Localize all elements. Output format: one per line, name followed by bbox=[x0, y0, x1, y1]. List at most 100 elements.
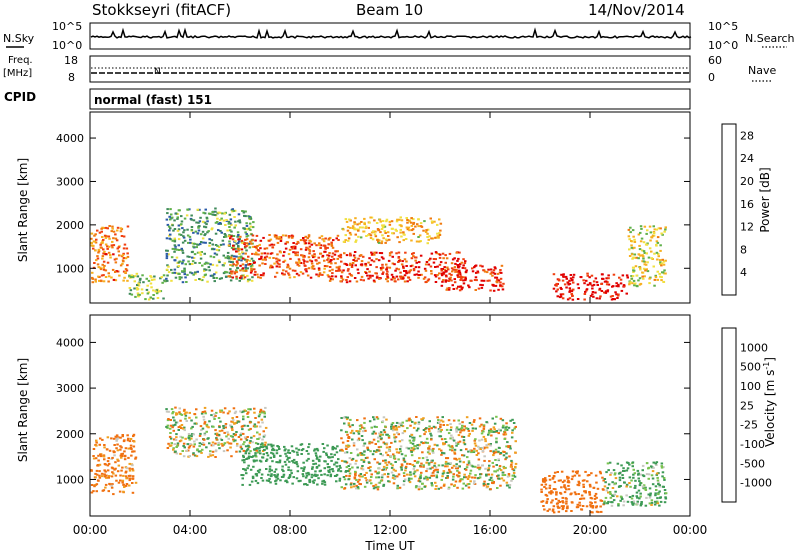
heatmap-cell bbox=[436, 471, 439, 474]
heatmap-cell bbox=[436, 232, 439, 235]
heatmap-cell bbox=[221, 444, 224, 447]
heatmap-cell bbox=[165, 255, 169, 257]
heatmap-cell bbox=[444, 438, 447, 440]
heatmap-cell bbox=[326, 265, 329, 268]
heatmap-cell bbox=[435, 476, 439, 479]
heatmap-cell bbox=[240, 248, 244, 251]
heatmap-cell bbox=[239, 434, 242, 437]
heatmap-cell bbox=[449, 423, 452, 426]
heatmap-cell bbox=[251, 475, 255, 478]
heatmap-cell bbox=[190, 437, 193, 440]
heatmap-cell bbox=[462, 282, 466, 285]
heatmap-cell bbox=[641, 474, 645, 477]
heatmap-cell bbox=[296, 254, 299, 257]
heatmap-cell bbox=[131, 464, 134, 467]
heatmap-cell bbox=[404, 465, 408, 468]
heatmap-cell bbox=[222, 243, 225, 246]
heatmap-cell bbox=[400, 466, 403, 469]
heatmap-cell bbox=[351, 262, 355, 264]
heatmap-cell bbox=[595, 297, 599, 300]
heatmap-cell bbox=[340, 417, 343, 419]
heatmap-cell bbox=[357, 272, 360, 275]
heatmap-cell bbox=[452, 464, 456, 467]
heatmap-cell bbox=[242, 468, 245, 470]
heatmap-cell bbox=[654, 485, 658, 488]
heatmap-cell bbox=[253, 411, 256, 414]
heatmap-cell bbox=[495, 276, 499, 279]
heatmap-cell bbox=[591, 506, 595, 509]
heatmap-cell bbox=[271, 452, 275, 455]
heatmap-cell bbox=[373, 425, 377, 428]
heatmap-cell bbox=[359, 483, 362, 486]
heatmap-cell bbox=[214, 456, 217, 458]
heatmap-cell bbox=[551, 477, 555, 480]
heatmap-cell bbox=[98, 476, 102, 479]
heatmap-cell bbox=[381, 225, 385, 228]
heatmap-cell bbox=[638, 277, 642, 280]
heatmap-cell bbox=[111, 456, 114, 459]
heatmap-cell bbox=[107, 280, 110, 283]
heatmap-cell bbox=[437, 487, 440, 490]
heatmap-cell bbox=[387, 259, 391, 262]
heatmap-cell bbox=[392, 474, 395, 477]
heatmap-cell bbox=[263, 412, 266, 415]
heatmap-cell bbox=[128, 440, 132, 443]
heatmap-cell bbox=[235, 242, 238, 245]
heatmap-cell bbox=[434, 481, 437, 484]
heatmap-cell bbox=[403, 478, 407, 481]
heatmap-cell bbox=[305, 459, 309, 462]
heatmap-cell bbox=[111, 227, 114, 230]
heatmap-cell bbox=[102, 266, 105, 269]
heatmap-cell bbox=[459, 427, 463, 430]
heatmap-cell bbox=[318, 242, 321, 245]
heatmap-cell bbox=[200, 451, 203, 454]
heatmap-cell bbox=[97, 454, 100, 457]
heatmap-cell bbox=[116, 458, 119, 461]
heatmap-cell bbox=[405, 226, 409, 229]
heatmap-cell bbox=[513, 427, 516, 430]
heatmap-cell bbox=[246, 416, 250, 418]
heatmap-cell bbox=[177, 426, 181, 429]
heatmap-cell bbox=[431, 459, 434, 462]
heatmap-cell bbox=[625, 274, 629, 277]
heatmap-cell bbox=[505, 452, 508, 455]
heatmap-cell bbox=[380, 256, 384, 259]
heatmap-cell bbox=[443, 268, 447, 271]
heatmap-cell bbox=[368, 221, 371, 224]
heatmap-cell bbox=[489, 289, 492, 292]
heatmap-cell bbox=[583, 293, 587, 295]
heatmap-cell bbox=[487, 443, 491, 446]
heatmap-cell bbox=[251, 252, 254, 255]
heatmap-cell bbox=[236, 242, 240, 245]
heatmap-cell bbox=[245, 245, 248, 248]
heatmap-cell bbox=[345, 466, 349, 469]
heatmap-cell bbox=[579, 498, 582, 500]
heatmap-cell bbox=[387, 472, 390, 475]
heatmap-cell bbox=[363, 474, 366, 476]
heatmap-cell bbox=[376, 239, 379, 241]
heatmap-cell bbox=[101, 475, 104, 478]
heatmap-cell bbox=[232, 246, 235, 248]
heatmap-cell bbox=[174, 276, 178, 279]
heatmap-cell bbox=[178, 276, 181, 279]
heatmap-cell bbox=[174, 421, 178, 424]
heatmap-cell bbox=[181, 227, 184, 230]
heatmap-cell bbox=[351, 424, 354, 427]
heatmap-cell bbox=[253, 448, 256, 451]
heatmap-cell bbox=[236, 266, 239, 269]
heatmap-cell bbox=[483, 270, 487, 273]
heatmap-cell bbox=[456, 467, 459, 470]
heatmap-cell bbox=[290, 472, 293, 475]
heatmap-cell bbox=[281, 468, 284, 471]
heatmap-cell bbox=[245, 228, 249, 231]
heatmap-cell bbox=[375, 276, 379, 279]
heatmap-cell bbox=[600, 283, 603, 285]
heatmap-cell bbox=[436, 223, 439, 226]
heatmap-cell bbox=[565, 497, 568, 500]
heatmap-cell bbox=[448, 287, 451, 289]
heatmap-cell bbox=[108, 475, 111, 477]
heatmap-cell bbox=[223, 442, 227, 445]
heatmap-cell bbox=[440, 438, 444, 441]
heatmap-cell bbox=[370, 473, 373, 476]
heatmap-cell bbox=[561, 496, 564, 499]
